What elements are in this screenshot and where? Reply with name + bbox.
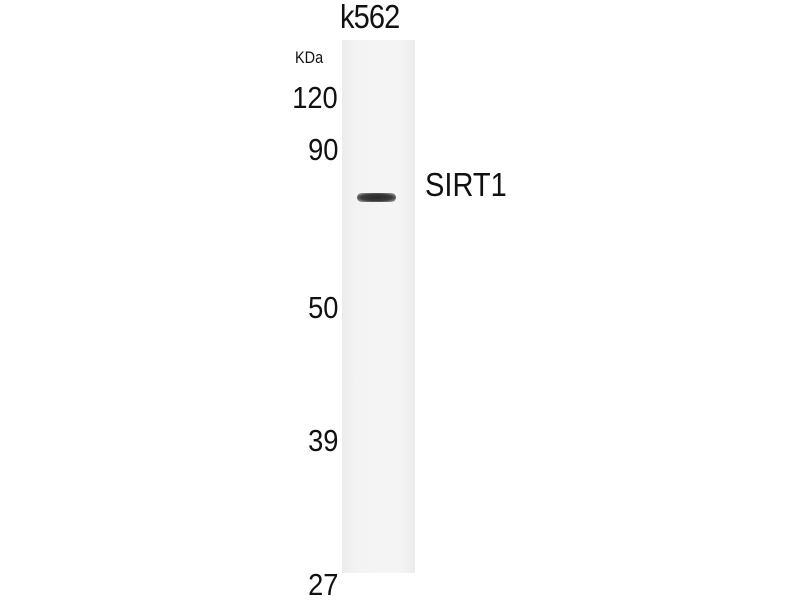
marker-90: 90 bbox=[307, 132, 338, 167]
marker-50: 50 bbox=[307, 290, 338, 325]
protein-band bbox=[357, 193, 396, 202]
marker-120: 120 bbox=[292, 80, 338, 115]
target-label: SIRT1 bbox=[425, 166, 507, 203]
lane-label: k562 bbox=[340, 0, 400, 35]
unit-label: KDa bbox=[295, 48, 324, 67]
blot-lane bbox=[342, 40, 415, 573]
marker-27: 27 bbox=[307, 567, 338, 602]
marker-39: 39 bbox=[307, 423, 338, 458]
